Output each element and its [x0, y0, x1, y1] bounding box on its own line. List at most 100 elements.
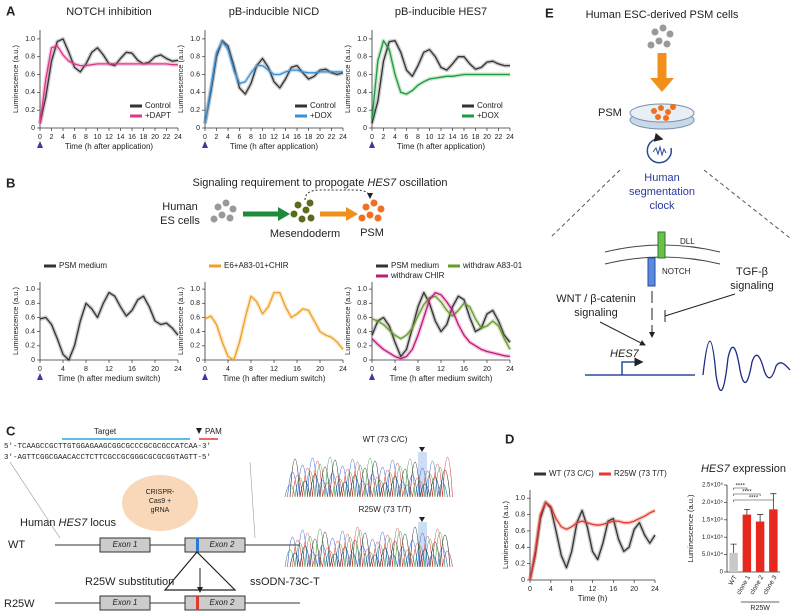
y-tick-label: 0.6 — [25, 71, 35, 78]
x-tick-label: 2 — [50, 134, 54, 141]
legend-label: withdraw CHIR — [390, 271, 445, 280]
chart-title: HES7 expression — [701, 463, 786, 475]
x-tick-label: 14 — [449, 134, 457, 141]
label: gRNA — [151, 507, 170, 514]
y-tick-label: 0.6 — [357, 314, 367, 321]
arrowhead — [419, 447, 425, 452]
x-tick-label: 8 — [84, 366, 88, 373]
label: Mesendoderm — [270, 228, 340, 240]
clock-icon — [646, 132, 673, 164]
y-tick-label: 1.0 — [357, 36, 367, 43]
x-tick-label: 24 — [651, 586, 659, 593]
y-tick-label: 0 — [31, 125, 35, 132]
label: Exon 1 — [113, 540, 138, 549]
y-tick-label: 0 — [521, 577, 525, 584]
label: PSM — [598, 107, 622, 119]
start-marker — [202, 373, 208, 380]
sequence: 5′-TCAAGCCGCTTGTGGAGAAGCGGCGCCCGCGCGCCAT… — [4, 443, 211, 451]
legend-label: R25W (73 T/T) — [614, 469, 667, 478]
y-tick-label: 0 — [31, 357, 35, 364]
legend-label: +DAPT — [145, 111, 171, 120]
arrow — [304, 189, 373, 201]
x-axis-label: Time (h after application) — [65, 142, 154, 151]
x-tick-label: 18 — [472, 134, 480, 141]
label: signaling — [730, 280, 773, 292]
x-axis-label: Time (h after medium switch) — [223, 374, 326, 383]
x-tick-label: 2 — [382, 134, 386, 141]
bar — [729, 552, 738, 572]
x-tick-label: 16 — [460, 134, 468, 141]
x-tick-label: 8 — [249, 134, 253, 141]
zoom-line — [9, 461, 256, 539]
y-tick-label: 0.4 — [190, 89, 200, 96]
y-tick-label: 0.6 — [190, 71, 200, 78]
arrow — [278, 207, 290, 221]
x-tick-label: 24 — [339, 134, 347, 141]
sequence: 3′-AGTTCGGCGAACACCTCTTCGCCGCGGGCGCGCGGTA… — [4, 454, 211, 462]
x-tick-label: 4 — [549, 586, 553, 593]
x-tick-label: 12 — [105, 134, 113, 141]
x-tick-label: 8 — [416, 366, 420, 373]
chart-title: pB-inducible HES7 — [395, 6, 487, 18]
chart-title: NOTCH inhibition — [66, 6, 152, 18]
y-tick-label: 2.5×10⁵ — [702, 482, 724, 489]
y-tick-label: 0.4 — [190, 328, 200, 335]
exon — [99, 595, 151, 611]
label: Exon 2 — [210, 598, 235, 607]
label: PAM — [205, 427, 222, 436]
significance-label: **** — [742, 490, 752, 496]
x-tick-label: 4 — [226, 366, 230, 373]
label: Exon 2 — [210, 540, 235, 549]
group-label: R25W — [750, 605, 770, 611]
series-line — [371, 295, 511, 350]
bar — [769, 509, 778, 572]
x-tick-label: 16 — [128, 366, 136, 373]
x-tick-label: 14 — [117, 134, 125, 141]
start-marker — [369, 373, 375, 380]
series-line — [371, 291, 511, 360]
bar — [742, 514, 752, 572]
cells — [651, 104, 676, 121]
significance-bracket — [733, 499, 774, 502]
x-tick-label: WT — [728, 574, 739, 586]
x-tick-label: 8 — [570, 586, 574, 593]
x-tick-label: 4 — [393, 134, 397, 141]
diagram-title: Signaling requirement to propogate HES7 … — [192, 177, 447, 189]
error-bar — [730, 543, 737, 553]
series-line — [39, 291, 179, 361]
label: Exon 1 — [113, 598, 138, 607]
x-tick-label: 24 — [339, 366, 347, 373]
x-tick-label: 10 — [94, 134, 102, 141]
x-tick-label: 4 — [393, 366, 397, 373]
y-axis-label: Luminescence (a.u.) — [176, 287, 185, 355]
x-tick-label: 12 — [105, 366, 113, 373]
legend-label: Control — [310, 101, 336, 110]
legend-label: +DOX — [310, 111, 333, 120]
x-tick-label: 10 — [259, 134, 267, 141]
x-tick-label: 6 — [405, 134, 409, 141]
exon — [99, 537, 151, 553]
x-tick-label: 14 — [282, 134, 290, 141]
x-tick-label: 0 — [38, 134, 42, 141]
y-tick-label: 0.2 — [25, 343, 35, 350]
label: R25W substitution — [85, 576, 174, 588]
y-tick-label: 0.2 — [190, 343, 200, 350]
x-tick-label: 24 — [506, 134, 514, 141]
panel-label: D — [505, 431, 514, 446]
exon — [184, 595, 246, 611]
arrowhead — [419, 517, 425, 522]
x-tick-label: 24 — [174, 366, 182, 373]
significance-bracket — [733, 487, 748, 490]
x-tick-label: 4 — [61, 366, 65, 373]
y-tick-label: 0.8 — [25, 54, 35, 61]
y-tick-label: 0.8 — [357, 300, 367, 307]
x-tick-label: 2 — [215, 134, 219, 141]
legend-label: withdraw A83-01 — [462, 261, 523, 270]
label: Target — [94, 427, 117, 436]
x-tick-label: 20 — [316, 366, 324, 373]
y-axis-label: Luminescence (a.u.) — [343, 45, 352, 113]
y-tick-label: 0.4 — [357, 328, 367, 335]
x-tick-label: clone 3 — [762, 574, 779, 596]
y-tick-label: 0.6 — [357, 71, 367, 78]
